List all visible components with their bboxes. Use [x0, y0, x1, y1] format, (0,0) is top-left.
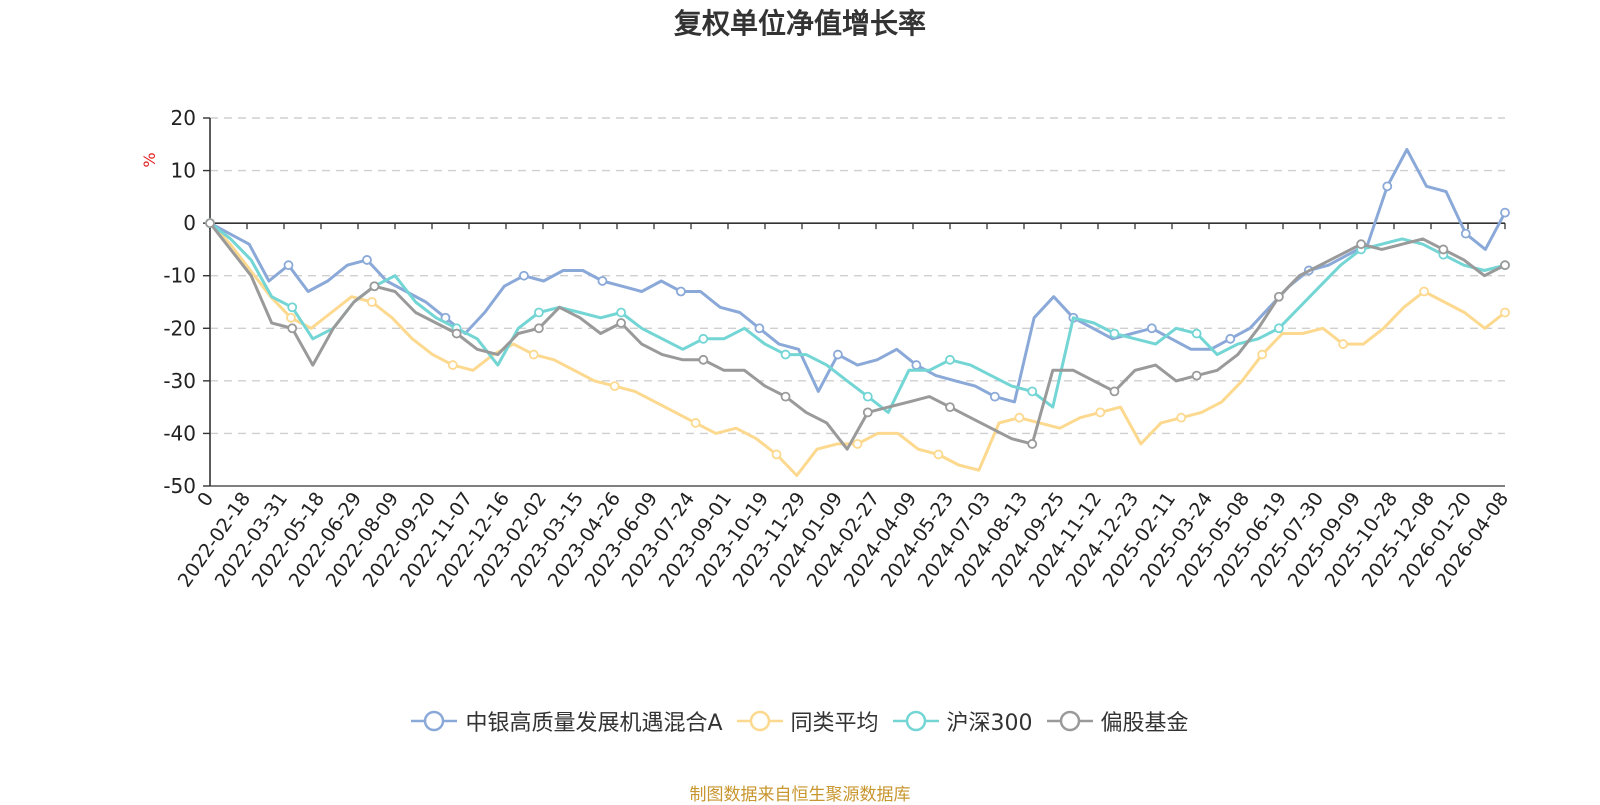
- series-point: [205, 218, 215, 229]
- series-point: [1027, 439, 1038, 449]
- legend-label: 沪深300: [946, 711, 1033, 736]
- series-point: [1500, 307, 1510, 318]
- series-point: [1146, 323, 1157, 334]
- legend-item[interactable]: 偏股基金: [1046, 705, 1189, 737]
- series-point: [1191, 370, 1202, 381]
- series-point: [519, 270, 529, 281]
- y-tick-label: -40: [163, 421, 196, 445]
- series-point: [1460, 228, 1471, 239]
- series-point: [369, 281, 380, 292]
- series-point: [283, 260, 294, 271]
- series-point: [286, 312, 296, 323]
- legend-symbol: [1046, 710, 1093, 732]
- series-point: [989, 391, 1000, 402]
- legend-item[interactable]: 沪深300: [892, 705, 1033, 737]
- series-point: [362, 255, 372, 265]
- series-point: [609, 381, 620, 392]
- legend-label: 偏股基金: [1100, 711, 1189, 736]
- legend-symbol: [736, 710, 783, 732]
- series-point: [676, 286, 686, 297]
- y-tick-label: -50: [163, 474, 196, 498]
- series-point: [945, 354, 955, 365]
- series-point: [451, 328, 462, 339]
- y-axis-unit: %: [140, 152, 159, 167]
- series-point: [1273, 291, 1284, 302]
- y-tick-label: -20: [163, 316, 196, 340]
- legend-symbol: [892, 710, 939, 732]
- y-tick-label: -10: [163, 264, 196, 288]
- series-point: [1338, 339, 1349, 349]
- series-point: [780, 349, 791, 360]
- series-lines: [205, 148, 1510, 477]
- grid-lines: [210, 117, 1505, 435]
- series-point: [771, 449, 782, 460]
- legend-symbol: [411, 710, 458, 732]
- tick-labels: 20100-10-20-30-40-50%02022-02-182022-03-…: [140, 106, 1513, 591]
- series-point: [597, 276, 608, 286]
- series-point: [698, 333, 709, 344]
- series-point: [528, 349, 539, 360]
- series-point: [852, 439, 863, 449]
- series-point: [754, 323, 765, 334]
- series-line: [208, 222, 1506, 451]
- series-point: [1191, 328, 1202, 339]
- source-note: 制图数据来自恒生聚源数据库: [689, 785, 911, 805]
- series-point: [1382, 181, 1393, 192]
- series-point: [1176, 412, 1187, 423]
- series-point: [1273, 323, 1284, 334]
- axes: [203, 117, 1506, 487]
- series-point: [1027, 386, 1038, 397]
- series-point: [533, 307, 544, 318]
- chart-title: 复权单位净值增长率: [673, 7, 926, 40]
- series-point: [1500, 207, 1510, 218]
- legend-label: 同类平均: [790, 711, 879, 736]
- series-point: [366, 297, 377, 307]
- series-point: [780, 391, 791, 402]
- y-tick-label: -30: [163, 369, 196, 393]
- x-tick-label: 0: [193, 488, 218, 511]
- series-point: [1225, 333, 1236, 344]
- series-point: [698, 354, 709, 365]
- series-point: [862, 407, 873, 418]
- series-point: [933, 449, 944, 460]
- legend-item[interactable]: 同类平均: [736, 705, 879, 737]
- series-line: [209, 221, 1506, 414]
- series-point: [616, 307, 627, 318]
- series-point: [533, 323, 544, 334]
- y-tick-label: 20: [171, 106, 196, 130]
- series-point: [690, 418, 701, 428]
- series-point: [1109, 328, 1120, 339]
- y-tick-label: 0: [183, 211, 196, 235]
- series-point: [862, 391, 873, 402]
- series-point: [1438, 244, 1449, 255]
- series-point: [1095, 407, 1106, 418]
- series-point: [1500, 260, 1510, 271]
- series-point: [287, 323, 298, 334]
- series-point: [1419, 286, 1429, 297]
- series-point: [832, 349, 843, 360]
- series-point: [616, 318, 627, 328]
- series-line: [208, 222, 1506, 477]
- series-point: [945, 402, 955, 413]
- legend-item[interactable]: 中银高质量发展机遇混合A: [411, 705, 723, 737]
- legend: 中银高质量发展机遇混合A 同类平均 沪深300 偏股基金: [0, 705, 1600, 737]
- series-point: [447, 360, 458, 370]
- series-point: [1356, 239, 1367, 250]
- series-point: [287, 302, 298, 313]
- series-point: [1257, 349, 1268, 360]
- line-chart: 20100-10-20-30-40-50%02022-02-182022-03-…: [140, 106, 1513, 591]
- series-point: [911, 360, 922, 370]
- series-point: [1109, 386, 1120, 397]
- series-point: [1014, 412, 1025, 423]
- y-tick-label: 10: [171, 159, 196, 183]
- legend-label: 中银高质量发展机遇混合A: [465, 711, 723, 736]
